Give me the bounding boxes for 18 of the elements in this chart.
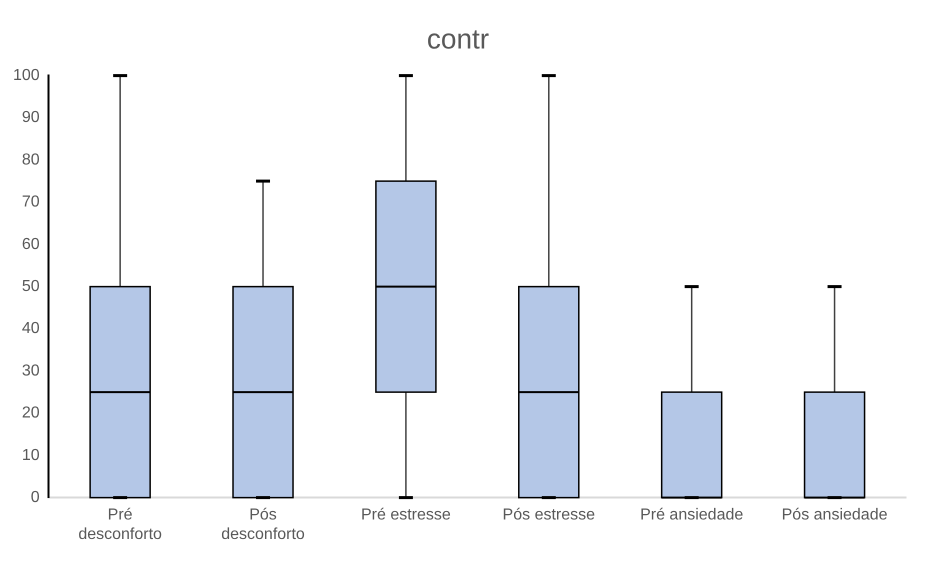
y-tick-label: 100 <box>12 67 40 84</box>
y-tick-label: 60 <box>22 236 40 253</box>
x-tick-label: Pós estresse <box>502 506 596 524</box>
y-tick-label: 80 <box>22 151 40 168</box>
x-tick-label: Pré desconforto <box>78 506 162 543</box>
chart-title: contr <box>426 24 490 55</box>
y-tick-label: 40 <box>22 320 40 338</box>
x-tick-label: Pós ansiedade <box>782 506 888 524</box>
x-tick-label: Pós desconforto <box>221 506 305 543</box>
x-tick-label: Pré estresse <box>361 506 451 524</box>
y-tick-label: 0 <box>30 489 40 506</box>
x-tick-label: Pré ansiedade <box>640 506 744 524</box>
y-tick-label: 20 <box>22 404 40 422</box>
y-tick-label: 70 <box>22 194 40 211</box>
y-tick-label: 50 <box>22 278 40 296</box>
y-tick-label: 90 <box>22 109 40 126</box>
y-tick-label: 30 <box>22 362 40 380</box>
y-tick-label: 10 <box>22 446 40 464</box>
